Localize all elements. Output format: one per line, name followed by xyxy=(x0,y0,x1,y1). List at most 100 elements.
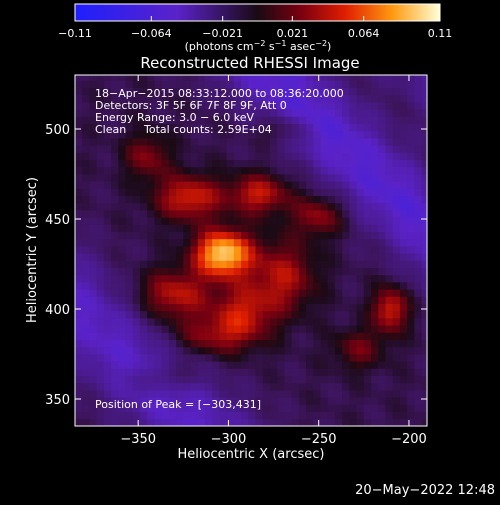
heatmap-cell xyxy=(154,354,163,362)
heatmap-cell xyxy=(378,224,386,232)
heatmap-cell xyxy=(327,181,336,189)
heatmap-cell xyxy=(248,246,256,254)
heatmap-cell xyxy=(111,138,119,146)
heatmap-cell xyxy=(342,346,350,355)
heatmap-cell xyxy=(197,325,206,333)
heatmap-cell xyxy=(190,80,199,88)
heatmap-cell xyxy=(204,87,213,96)
heatmap-cell xyxy=(277,260,285,268)
heatmap-cell xyxy=(139,361,148,369)
heatmap-cell xyxy=(298,411,307,420)
heatmap-cell xyxy=(349,318,357,326)
heatmap-cell xyxy=(349,202,357,211)
heatmap-cell xyxy=(313,238,321,247)
heatmap-cell xyxy=(255,174,264,182)
heatmap-cell xyxy=(320,159,329,168)
heatmap-cell xyxy=(168,195,177,204)
heatmap-cell xyxy=(414,123,422,132)
heatmap-cell xyxy=(233,159,242,168)
heatmap-cell xyxy=(392,375,401,384)
heatmap-cell xyxy=(161,166,170,175)
heatmap-cell xyxy=(371,404,379,412)
heatmap-cell xyxy=(378,123,386,132)
heatmap-cell xyxy=(176,411,184,420)
heatmap-cell xyxy=(414,116,422,124)
heatmap-cell xyxy=(226,368,235,376)
heatmap-cell xyxy=(298,418,307,426)
heatmap-cell xyxy=(392,181,401,189)
heatmap-cell xyxy=(306,123,314,132)
heatmap-cell xyxy=(284,411,293,420)
heatmap-cell xyxy=(342,159,350,168)
heatmap-cell xyxy=(399,296,408,304)
heatmap-cell xyxy=(392,210,401,218)
heatmap-cell xyxy=(139,260,148,268)
heatmap-cell xyxy=(161,202,170,211)
heatmap-cell xyxy=(212,116,220,124)
heatmap-cell xyxy=(111,109,119,117)
heatmap-cell xyxy=(139,166,148,175)
heatmap-cell xyxy=(277,195,285,204)
heatmap-cell xyxy=(414,411,422,420)
heatmap-cell xyxy=(176,303,184,312)
heatmap-cell xyxy=(96,318,105,326)
heatmap-cell xyxy=(176,318,184,326)
heatmap-cell xyxy=(132,411,141,420)
heatmap-cell xyxy=(75,296,83,304)
heatmap-cell xyxy=(89,411,98,420)
heatmap-cell xyxy=(298,346,307,355)
heatmap-cell xyxy=(356,210,365,218)
heatmap-cell xyxy=(298,390,307,398)
heatmap-cell xyxy=(212,159,220,168)
heatmap-cell xyxy=(111,152,119,160)
heatmap-cell xyxy=(176,130,184,139)
heatmap-cell xyxy=(75,195,83,204)
heatmap-cell xyxy=(277,224,285,232)
heatmap-cell xyxy=(277,267,285,276)
heatmap-cell xyxy=(204,318,213,326)
heatmap-cell xyxy=(233,238,242,247)
heatmap-cell xyxy=(320,116,329,124)
colorbar-tick-label: −0.021 xyxy=(202,27,243,40)
heatmap-cell xyxy=(291,332,300,340)
heatmap-cell xyxy=(363,296,372,304)
heatmap-cell xyxy=(421,152,427,160)
heatmap-cell xyxy=(204,303,213,312)
heatmap-cell xyxy=(313,109,321,117)
heatmap-cell xyxy=(89,303,98,312)
heatmap-cell xyxy=(248,116,256,124)
heatmap-cell xyxy=(204,354,213,362)
heatmap-cell xyxy=(118,75,126,81)
heatmap-cell xyxy=(241,296,249,304)
y-tick-label: 350 xyxy=(45,393,70,408)
heatmap-cell xyxy=(363,75,372,81)
heatmap-cell xyxy=(255,166,264,175)
heatmap-cell xyxy=(82,224,90,232)
heatmap-cell xyxy=(82,195,90,204)
heatmap-cell xyxy=(111,202,119,211)
heatmap-cell xyxy=(269,80,278,88)
heatmap-cell xyxy=(284,152,293,160)
heatmap-cell xyxy=(407,109,415,117)
heatmap-cell xyxy=(399,411,408,420)
heatmap-cell xyxy=(392,339,401,348)
heatmap-cell xyxy=(269,145,278,153)
heatmap-cell xyxy=(96,75,105,81)
heatmap-cell xyxy=(139,224,148,232)
heatmap-cell xyxy=(385,238,394,247)
heatmap-cell xyxy=(96,418,105,426)
heatmap-cell xyxy=(226,174,235,182)
heatmap-cell xyxy=(334,94,343,103)
heatmap-cell xyxy=(212,130,220,139)
heatmap-cell xyxy=(407,267,415,276)
heatmap-cell xyxy=(118,195,126,204)
heatmap-cell xyxy=(349,166,357,175)
heatmap-cell xyxy=(356,181,365,189)
heatmap-cell xyxy=(349,174,357,182)
heatmap-cell xyxy=(284,289,293,297)
heatmap-cell xyxy=(132,253,141,261)
heatmap-cell xyxy=(212,231,220,240)
heatmap-cell xyxy=(197,195,206,204)
heatmap-cell xyxy=(248,411,256,420)
heatmap-cell xyxy=(176,310,184,319)
